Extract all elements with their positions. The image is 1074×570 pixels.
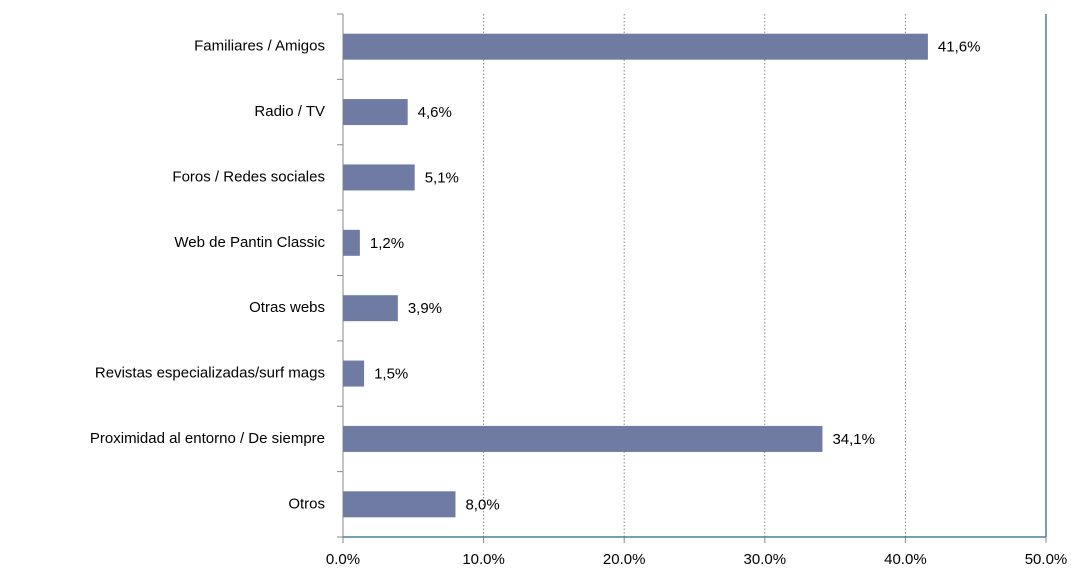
data-label: 1,2% [370, 235, 404, 252]
x-tick-label: 30.0% [744, 551, 787, 568]
bar [343, 360, 365, 387]
y-tick-label: Web de Pantin Classic [174, 234, 325, 251]
x-tick-label: 10.0% [462, 551, 505, 568]
x-tick-label: 0.0% [326, 551, 360, 568]
y-tick-label: Foros / Redes sociales [172, 168, 325, 185]
data-label: 41,6% [938, 39, 981, 56]
y-tick-label: Familiares / Amigos [194, 38, 325, 55]
data-label: 8,0% [465, 496, 499, 513]
data-label: 34,1% [832, 431, 875, 448]
data-label: 3,9% [408, 300, 442, 317]
x-tick-label: 50.0% [1025, 551, 1068, 568]
bar [343, 164, 415, 191]
y-tick-label: Proximidad al entorno / De siempre [90, 430, 325, 447]
bar [343, 33, 928, 60]
bar [343, 295, 398, 322]
data-label: 4,6% [418, 104, 452, 121]
bar [343, 491, 456, 518]
bar [343, 229, 360, 256]
data-label: 1,5% [374, 366, 408, 383]
y-tick-label: Radio / TV [254, 103, 325, 120]
y-tick-label: Revistas especializadas/surf mags [95, 365, 325, 382]
y-tick-label: Otras webs [249, 299, 325, 316]
x-tick-label: 40.0% [884, 551, 927, 568]
y-tick-label: Otros [288, 495, 325, 512]
bar [343, 99, 408, 126]
x-tick-label: 20.0% [603, 551, 646, 568]
data-label: 5,1% [425, 169, 459, 186]
bar [343, 425, 823, 452]
